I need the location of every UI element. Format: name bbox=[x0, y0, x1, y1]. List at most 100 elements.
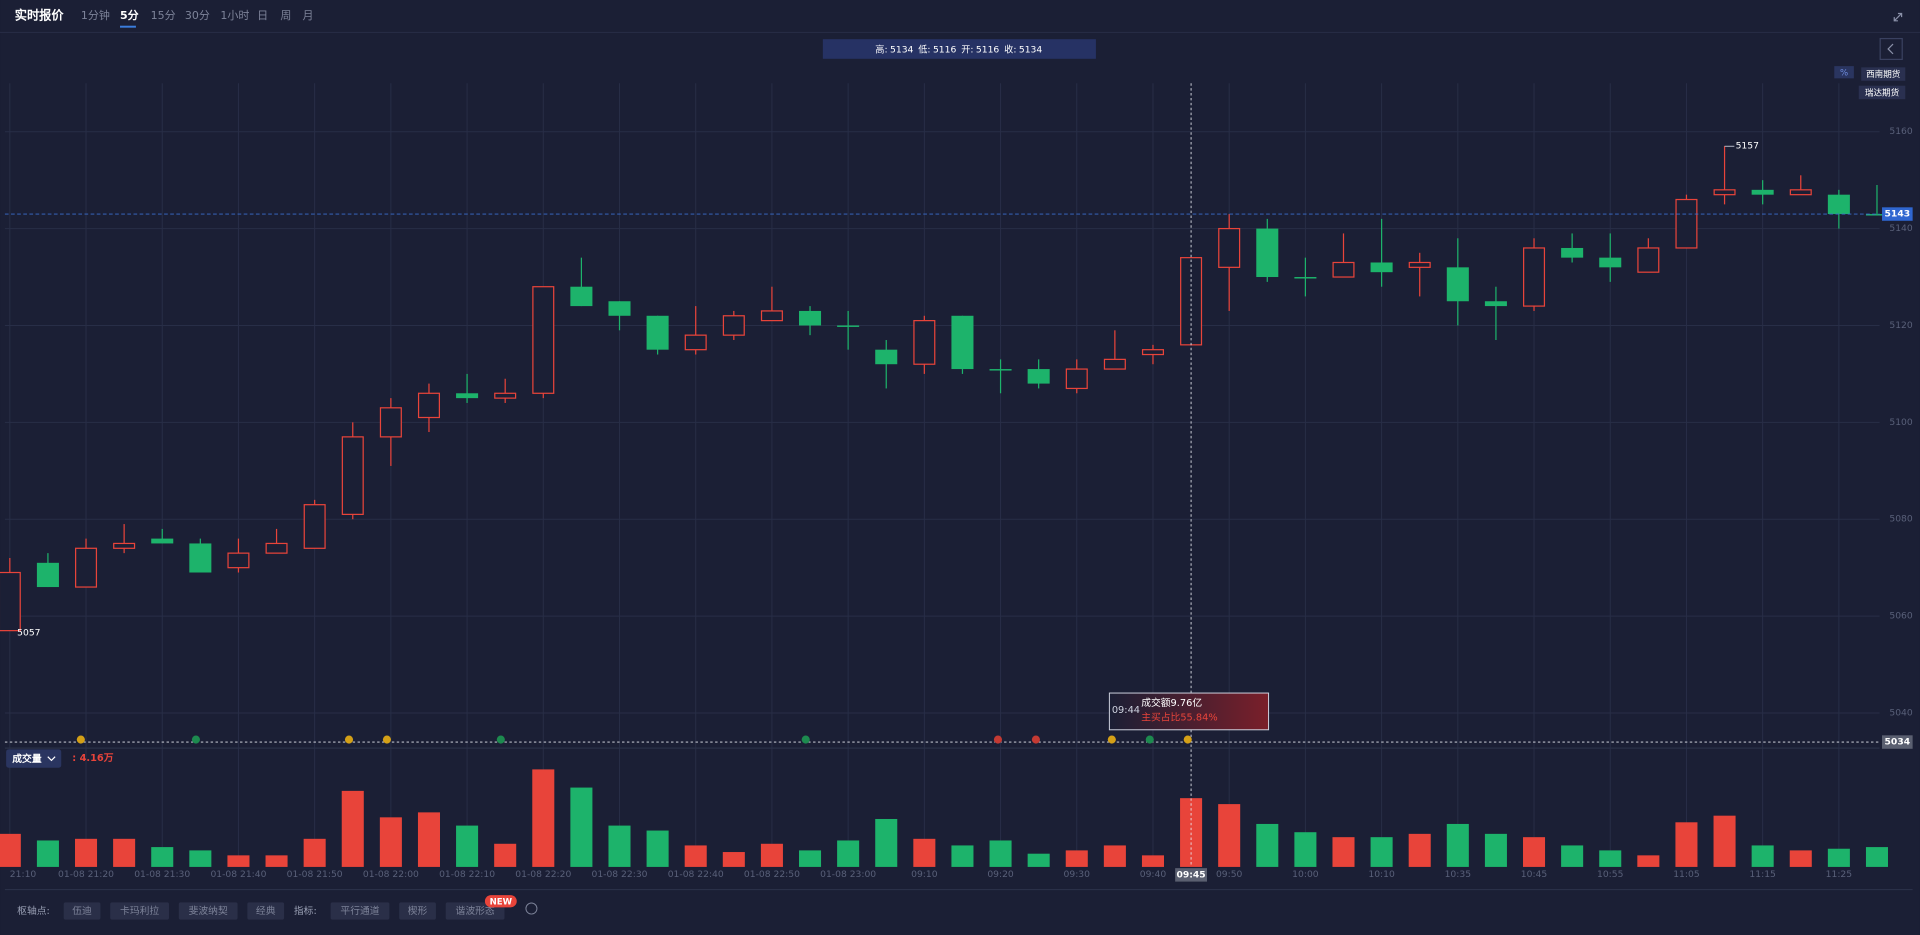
ohlc-info: 高: 5134 低: 5116 开: 5116 收: 5134 bbox=[875, 43, 1042, 55]
percent-button[interactable] bbox=[1834, 66, 1854, 79]
candle-body bbox=[1218, 227, 1241, 268]
x-tick-label: 09:30 bbox=[1064, 869, 1091, 880]
candle-body bbox=[608, 301, 631, 316]
candle-body bbox=[570, 286, 593, 307]
candle-body bbox=[303, 504, 326, 549]
tool-button[interactable] bbox=[399, 902, 436, 920]
volume-bar bbox=[1103, 845, 1126, 867]
dropdown-arrow bbox=[47, 756, 56, 762]
volume-bar bbox=[532, 769, 555, 867]
event-marker[interactable] bbox=[993, 735, 1002, 744]
y-tick-label: 5060 bbox=[1889, 611, 1913, 622]
x-tick-label: 09:50 bbox=[1216, 869, 1243, 880]
volume-bar bbox=[989, 840, 1012, 867]
volume-bar bbox=[0, 833, 21, 867]
candle-body bbox=[646, 315, 669, 350]
volume-bar bbox=[837, 840, 860, 867]
x-tick-label: 10:10 bbox=[1368, 869, 1395, 880]
candle-body bbox=[532, 286, 555, 394]
collapse-button[interactable] bbox=[1879, 37, 1903, 60]
candle-body bbox=[36, 562, 59, 588]
candle-body bbox=[1256, 228, 1279, 278]
tool-button-label: 谐波形态 bbox=[456, 904, 495, 917]
candle-body bbox=[1637, 247, 1660, 273]
volume-bar bbox=[760, 843, 783, 867]
expand-icon[interactable] bbox=[1893, 12, 1903, 22]
timeframe-tab[interactable]: 周 bbox=[280, 9, 291, 22]
volume-bar bbox=[1523, 837, 1546, 867]
timeframe-tab[interactable]: 月 bbox=[302, 9, 313, 22]
tool-button[interactable] bbox=[247, 902, 285, 920]
tool-button-label: 伍迪 bbox=[72, 905, 92, 917]
volume-bar bbox=[379, 817, 402, 867]
event-marker[interactable] bbox=[76, 735, 85, 744]
x-tick-label: 01-08 22:00 bbox=[363, 869, 419, 880]
volume-bar bbox=[75, 838, 98, 867]
tool-button[interactable] bbox=[178, 902, 238, 920]
toolbar-label: 枢轴点: bbox=[17, 904, 50, 917]
timeframe-tab[interactable]: 1小时 bbox=[220, 9, 249, 22]
x-tick-label: 10:55 bbox=[1597, 869, 1624, 880]
last-price-box bbox=[1882, 207, 1913, 221]
candle-body bbox=[265, 542, 288, 554]
volume-bar bbox=[113, 838, 136, 867]
volume-bar bbox=[341, 790, 364, 867]
help-icon[interactable] bbox=[525, 902, 538, 915]
new-badge bbox=[484, 895, 517, 908]
x-tick-label: 01-08 21:50 bbox=[287, 869, 343, 880]
info-bar bbox=[822, 39, 1096, 59]
timeframe-tab[interactable]: 日 bbox=[257, 9, 268, 22]
timeframe-tab[interactable]: 1分钟 bbox=[81, 8, 110, 22]
candle-body bbox=[1561, 247, 1584, 258]
last-price-label: 5143 bbox=[1885, 209, 1911, 220]
x-tick-label: 01-08 22:30 bbox=[592, 869, 648, 880]
candle-body bbox=[1370, 262, 1393, 273]
volume-bar bbox=[417, 812, 440, 867]
volume-selector[interactable] bbox=[6, 749, 62, 768]
candle-body bbox=[227, 552, 250, 569]
timeframe-tab[interactable]: 15分 bbox=[151, 9, 176, 22]
event-marker[interactable] bbox=[344, 735, 354, 744]
min-label: 5057 bbox=[17, 628, 41, 639]
event-marker[interactable] bbox=[382, 735, 391, 744]
x-tick-label: 01-08 22:40 bbox=[668, 869, 724, 880]
event-marker[interactable] bbox=[496, 735, 505, 744]
volume-bar bbox=[1370, 837, 1393, 867]
x-tick-label: 11:05 bbox=[1673, 869, 1700, 880]
volume-bar bbox=[1484, 833, 1507, 867]
candle-body bbox=[75, 547, 98, 588]
timeframe-tab[interactable]: 30分 bbox=[185, 9, 210, 22]
candle-body bbox=[875, 349, 898, 365]
y-tick-label: 5140 bbox=[1889, 223, 1913, 234]
volume-bar bbox=[570, 787, 593, 867]
volume-bar bbox=[1561, 845, 1584, 867]
tool-button[interactable] bbox=[330, 902, 390, 920]
timeframe-tab[interactable]: 5分 bbox=[120, 8, 139, 22]
volume-bar bbox=[1065, 850, 1088, 867]
volume-bar bbox=[494, 843, 517, 867]
x-tick-label: 10:35 bbox=[1445, 869, 1472, 880]
tool-button[interactable] bbox=[63, 902, 101, 920]
volume-label: 成交量 bbox=[12, 752, 42, 765]
event-marker[interactable] bbox=[1183, 735, 1192, 744]
candle-body bbox=[0, 571, 21, 632]
event-marker[interactable] bbox=[1031, 735, 1040, 744]
candle-body bbox=[684, 334, 707, 351]
volume-bar bbox=[1180, 798, 1203, 867]
event-marker[interactable] bbox=[191, 735, 200, 744]
candle-body bbox=[113, 542, 136, 549]
y-tick-label: 5080 bbox=[1889, 514, 1913, 525]
event-marker[interactable] bbox=[801, 735, 810, 744]
x-tick-label: 01-08 23:00 bbox=[820, 869, 876, 880]
event-marker[interactable] bbox=[1107, 735, 1116, 744]
x-tick-label: 09:40 bbox=[1140, 869, 1167, 880]
candle-body bbox=[1103, 358, 1126, 370]
volume-bar bbox=[1332, 837, 1355, 867]
collapse-icon bbox=[1887, 43, 1894, 55]
tool-button[interactable] bbox=[110, 902, 169, 920]
volume-bar bbox=[189, 850, 212, 867]
candle-body bbox=[1827, 194, 1850, 215]
event-marker[interactable] bbox=[1145, 735, 1154, 744]
